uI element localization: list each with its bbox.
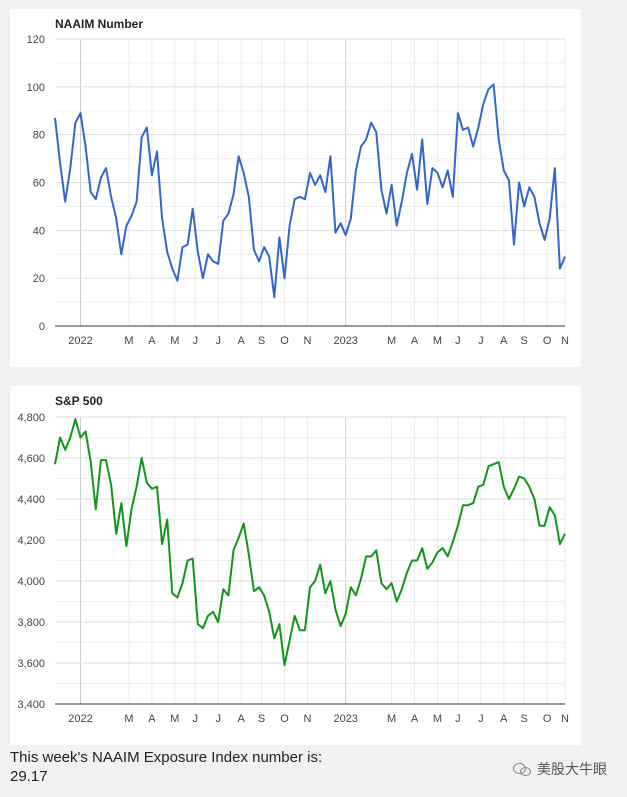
x-tick-label: A	[411, 335, 419, 347]
x-tick-label: A	[237, 335, 245, 347]
x-tick-label: J	[193, 713, 199, 725]
x-tick-label: M	[170, 713, 179, 725]
y-tick-label: 4,200	[17, 535, 45, 547]
naaim-chart-panel: 0 20 40 60 80 100 120 2022 M A M J J A S O N 2023 M A M J J A S O…	[10, 9, 581, 367]
x-tick-label: J	[478, 713, 484, 725]
y-tick-label: 4,000	[17, 576, 45, 588]
y-tick-label: 4,600	[17, 453, 45, 465]
x-tick-label: A	[500, 335, 508, 347]
x-tick-label: 2023	[333, 713, 357, 725]
y-tick-label: 3,800	[17, 617, 45, 629]
watermark-text: 美股大牛眼	[537, 761, 607, 777]
y-tick-label: 0	[39, 321, 45, 333]
x-tick-label: M	[433, 335, 442, 347]
grid	[55, 416, 566, 705]
sp500-chart: 3,400 3,600 3,800 4,000 4,200 4,400 4,600 4,800…	[17, 412, 569, 725]
y-tick-label: 3,600	[17, 658, 45, 670]
x-tick-label: M	[433, 713, 442, 725]
x-tick-label: J	[215, 335, 221, 347]
x-tick-label: S	[258, 713, 265, 725]
y-tick-label: 120	[27, 34, 45, 46]
y-tick-label: 4,400	[17, 494, 45, 506]
x-tick-label: J	[478, 335, 484, 347]
x-tick-label: 2023	[333, 335, 357, 347]
x-tick-label: M	[124, 713, 133, 725]
y-tick-label: 20	[33, 273, 45, 285]
chart-title: S&P 500	[55, 394, 103, 408]
wechat-icon	[513, 762, 531, 776]
y-tick-label: 100	[27, 82, 45, 94]
x-tick-label: N	[561, 335, 569, 347]
x-tick-label: J	[193, 335, 199, 347]
x-tick-label: 2022	[68, 713, 92, 725]
x-tick-label: A	[411, 713, 419, 725]
x-tick-label: N	[303, 713, 311, 725]
watermark: 美股大牛眼	[513, 759, 607, 779]
x-tick-label: O	[280, 335, 289, 347]
x-tick-label: S	[521, 335, 528, 347]
x-tick-label: A	[500, 713, 508, 725]
y-tick-label: 60	[33, 178, 45, 190]
footer-value: 29.17	[10, 768, 48, 785]
x-tick-label: 2022	[68, 335, 92, 347]
x-tick-label: A	[148, 713, 156, 725]
x-tick-label: N	[303, 335, 311, 347]
x-tick-label: M	[387, 335, 396, 347]
x-tick-label: O	[543, 713, 552, 725]
x-tick-label: S	[521, 713, 528, 725]
x-tick-label: J	[215, 713, 221, 725]
x-tick-label: A	[148, 335, 156, 347]
y-tick-label: 40	[33, 225, 45, 237]
x-tick-label: A	[237, 713, 245, 725]
x-tick-label: S	[258, 335, 265, 347]
chart-title: NAAIM Number	[55, 17, 144, 31]
y-tick-label: 3,400	[17, 699, 45, 711]
x-tick-label: J	[455, 713, 461, 725]
x-tick-label: N	[561, 713, 569, 725]
x-tick-label: M	[170, 335, 179, 347]
y-tick-label: 4,800	[17, 412, 45, 424]
x-tick-label: M	[387, 713, 396, 725]
x-tick-label: O	[280, 713, 289, 725]
footer-text: This week's NAAIM Exposure Index number …	[10, 749, 323, 766]
series-line	[54, 418, 566, 667]
y-tick-label: 80	[33, 130, 45, 142]
sp500-chart-panel: 3,400 3,600 3,800 4,000 4,200 4,400 4,600 4,800…	[10, 386, 581, 745]
x-tick-label: J	[455, 335, 461, 347]
x-tick-label: O	[543, 335, 552, 347]
x-tick-label: M	[124, 335, 133, 347]
series-line	[54, 83, 566, 299]
grid	[55, 38, 566, 327]
